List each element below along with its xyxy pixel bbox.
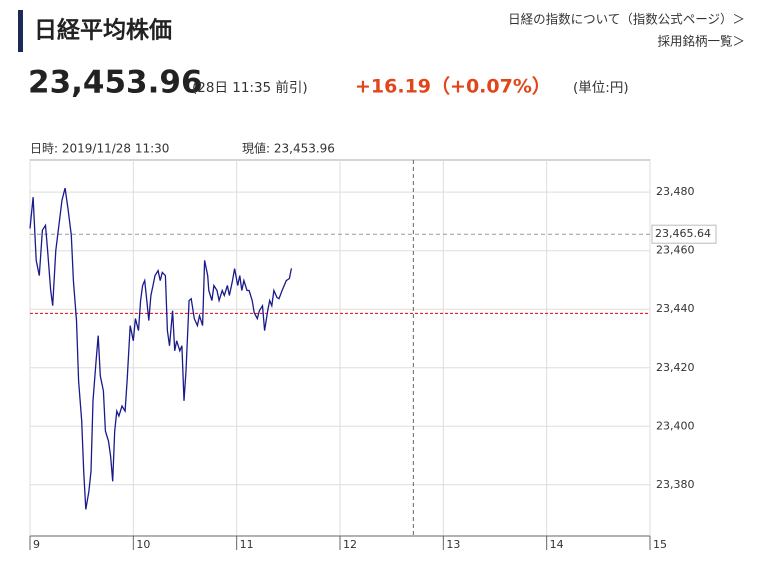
price: 23,453.96: [28, 65, 203, 101]
y-tick-label: 23,380: [656, 478, 695, 491]
prev-close-box: [651, 224, 717, 244]
x-tick-label: 9: [33, 538, 40, 551]
page-title: 日経平均株価: [34, 17, 172, 44]
y-tick-label: 23,480: [656, 185, 695, 198]
title-bar: [18, 10, 23, 52]
index-link[interactable]: 日経の指数について（指数公式ページ）＞: [508, 12, 745, 27]
price-change: +16.19（+0.07%）: [355, 75, 551, 98]
unit: (単位:円): [573, 80, 629, 96]
x-tick-label: 13: [446, 538, 460, 551]
y-tick-label: 23,420: [656, 361, 695, 374]
info-current: 現値: 23,453.96: [242, 141, 335, 156]
prev-close-label: 23,465.64: [655, 227, 711, 240]
x-tick-label: 11: [240, 538, 254, 551]
info-datetime: 日時: 2019/11/28 11:30: [30, 142, 169, 156]
quote-time: (28日 11:35 前引): [192, 79, 308, 96]
price-line: [29, 187, 293, 510]
x-tick-label: 12: [343, 538, 357, 551]
y-tick-label: 23,400: [656, 419, 695, 432]
constituents-link[interactable]: 採用銘柄一覧＞: [657, 34, 745, 49]
x-tick-label: 15: [653, 538, 667, 551]
y-tick-label: 23,440: [656, 302, 695, 315]
y-tick-label: 23,460: [656, 244, 695, 257]
x-tick-label: 10: [136, 538, 150, 551]
x-tick-label: 14: [550, 538, 564, 551]
